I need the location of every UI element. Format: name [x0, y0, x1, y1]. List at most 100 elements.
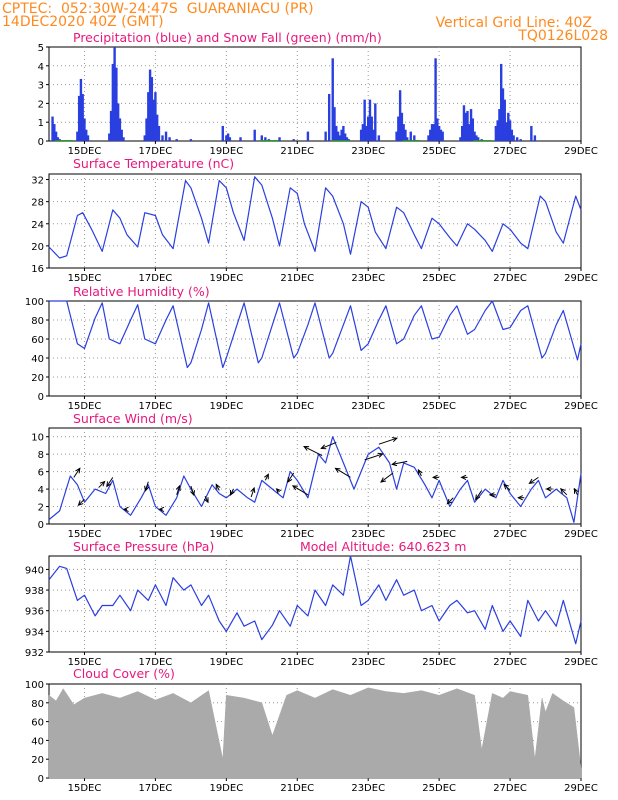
wind-vector-head — [203, 497, 209, 504]
x-tick-label: 29DEC — [564, 273, 598, 284]
x-tick-label: 19DEC — [209, 146, 243, 157]
y-tick-label: 60 — [31, 335, 44, 346]
wind-vector — [292, 485, 309, 496]
y-tick-label: 4 — [38, 485, 44, 496]
x-tick-label: 19DEC — [209, 273, 243, 284]
series-line — [48, 436, 582, 523]
x-tick-label: 15DEC — [68, 273, 102, 284]
precipitation-bar — [519, 139, 522, 141]
precipitation-bar — [331, 58, 334, 141]
x-tick-label: 27DEC — [493, 273, 527, 284]
precipitation-bar — [402, 124, 405, 141]
y-tick-label: 8 — [38, 450, 44, 461]
precipitation-bar — [225, 135, 228, 141]
y-tick-label: 1 — [38, 118, 44, 129]
precipitation-bar — [473, 131, 476, 141]
wind-vector — [73, 468, 81, 478]
y-tick-label: 938 — [25, 586, 44, 597]
y-tick-label: 0 — [38, 392, 44, 403]
precipitation-bar — [505, 122, 508, 141]
x-tick-label: 21DEC — [280, 146, 314, 157]
y-tick-label: 28 — [31, 198, 44, 209]
wind-vector-head — [391, 460, 398, 467]
precipitation-bar — [157, 125, 161, 141]
x-tick-label: 15DEC — [68, 146, 102, 157]
precipitation-bar — [228, 137, 232, 141]
x-tick-label: 25DEC — [422, 529, 456, 540]
wind-vector-head — [560, 488, 566, 494]
y-tick-label: 16 — [31, 264, 44, 275]
x-tick-label: 17DEC — [139, 529, 173, 540]
x-tick-label: 25DEC — [422, 273, 456, 284]
precipitation-bar — [292, 139, 295, 141]
precipitation-bar — [306, 131, 310, 141]
y-tick-label: 934 — [25, 627, 44, 638]
precipitation-bar — [468, 124, 471, 141]
precipitation-bar — [496, 120, 499, 141]
precipitation-bar — [333, 107, 336, 141]
precipitation-bar — [86, 135, 90, 141]
wind-vector-head — [175, 484, 181, 491]
precipitation-bar — [324, 131, 327, 141]
wind-vector-head — [545, 486, 552, 492]
precipitation-bar — [147, 92, 150, 141]
precipitation-bar — [476, 137, 480, 141]
wind-vector-head — [106, 481, 112, 488]
precipitation-bar — [359, 129, 363, 141]
x-tick-label: 21DEC — [280, 529, 314, 540]
snowfall-bar — [331, 140, 350, 142]
x-tick-label: 17DEC — [139, 783, 173, 794]
snowfall-bar — [402, 140, 421, 142]
x-tick-label: 25DEC — [422, 146, 456, 157]
x-tick-label: 17DEC — [139, 401, 173, 412]
wind-vector-head — [229, 489, 235, 497]
snowfall-bar — [54, 140, 73, 142]
precipitation-bar — [365, 125, 368, 141]
y-tick-label: 3 — [38, 81, 44, 92]
y-tick-label: 80 — [31, 316, 44, 327]
precipitation-bar — [494, 125, 498, 141]
cloud-cover-area — [48, 687, 582, 779]
wind-vector-head — [320, 444, 327, 450]
y-tick-label: 40 — [31, 354, 44, 365]
precipitation-bar — [54, 131, 58, 141]
precipitation-bar — [372, 129, 375, 141]
y-tick-label: 0 — [38, 520, 44, 531]
series-line — [49, 300, 582, 369]
wind-vector-head — [215, 483, 221, 490]
precipitation-bar — [161, 135, 164, 141]
wind-vector — [144, 481, 149, 491]
precipitation-bar — [501, 88, 505, 141]
y-tick-label: 2 — [38, 99, 44, 110]
x-tick-label: 29DEC — [564, 529, 598, 540]
precipitation-bar — [51, 116, 54, 141]
wind-vector — [106, 477, 114, 487]
precipitation-bar — [79, 78, 83, 141]
wind-vector-head — [275, 488, 282, 494]
wind-vector — [503, 484, 511, 491]
wind-vector — [303, 446, 323, 456]
panel-title: Cloud Cover (%) — [73, 666, 175, 681]
x-tick-label: 29DEC — [564, 657, 598, 668]
precipitation-bar — [175, 139, 178, 141]
precipitation-bar — [367, 116, 370, 141]
x-tick-label: 29DEC — [564, 783, 598, 794]
precipitation-bar — [53, 124, 56, 141]
wind-vector — [287, 472, 295, 483]
wind-vector — [446, 497, 454, 505]
wind-vector — [380, 472, 394, 483]
y-tick-label: 932 — [25, 648, 44, 659]
x-tick-label: 27DEC — [493, 146, 527, 157]
y-tick-label: 100 — [25, 680, 44, 691]
x-tick-label: 19DEC — [209, 529, 243, 540]
x-tick-label: 27DEC — [493, 529, 527, 540]
precipitation-bar — [471, 118, 475, 141]
panel-title: Relative Humidity (%) — [73, 284, 210, 299]
wind-vector-head — [460, 474, 467, 480]
precipitation-bar — [475, 135, 478, 141]
precipitation-bar — [460, 125, 464, 141]
y-tick-label: 10 — [31, 433, 44, 444]
wind-vector — [529, 476, 539, 484]
precipitation-bar — [85, 129, 88, 141]
y-tick-label: 20 — [31, 373, 44, 384]
